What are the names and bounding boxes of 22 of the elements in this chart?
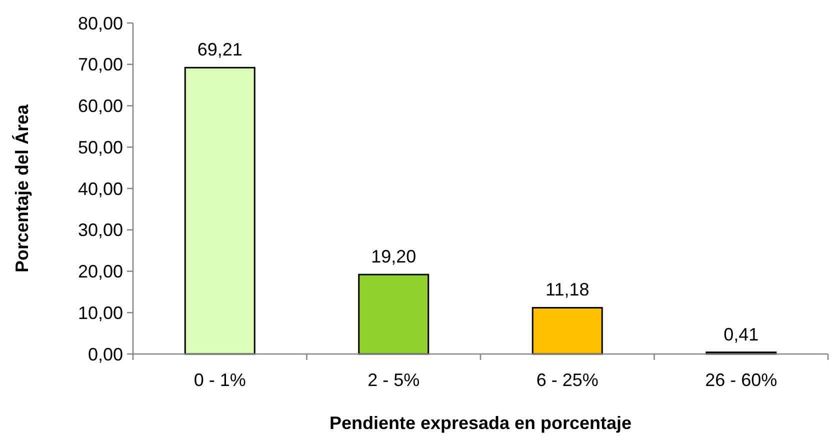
data-label: 0,41	[724, 324, 759, 344]
y-tick-label: 40,00	[78, 178, 123, 199]
y-tick-label: 10,00	[78, 302, 123, 323]
y-tick-label: 60,00	[78, 96, 123, 116]
data-label: 19,20	[371, 246, 416, 267]
y-tick-label: 30,00	[78, 220, 123, 240]
bar	[532, 306, 603, 355]
bar	[358, 274, 430, 355]
y-tick-label: 80,00	[78, 13, 123, 34]
x-tick-label: 26 - 60%	[705, 370, 778, 390]
x-tick-label: 6 - 25%	[536, 370, 598, 390]
x-axis-title: Pendiente expresada en porcentaje	[329, 413, 632, 433]
y-tick-label: 50,00	[78, 137, 123, 158]
y-tick-label: 20,00	[78, 262, 123, 282]
y-tick-label: 70,00	[78, 54, 123, 75]
y-axis-title: Porcentaje del Área	[12, 103, 32, 273]
bar	[184, 66, 256, 355]
x-tick-label: 2 - 5%	[368, 370, 420, 390]
data-label: 11,18	[546, 280, 590, 300]
y-tick-label: 0,00	[88, 344, 123, 364]
data-label: 69,21	[197, 40, 242, 60]
x-tick-label: 0 - 1%	[194, 370, 246, 390]
